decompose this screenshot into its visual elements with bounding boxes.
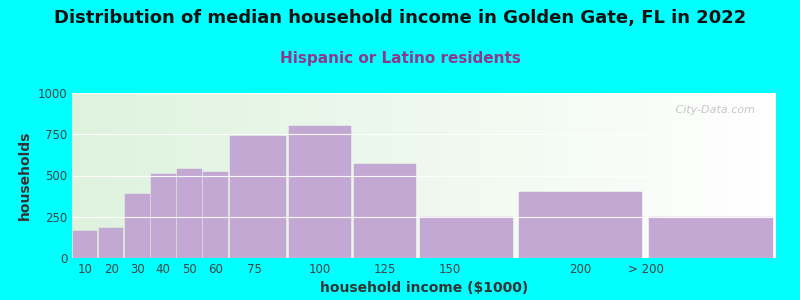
Text: Distribution of median household income in Golden Gate, FL in 2022: Distribution of median household income … (54, 9, 746, 27)
Bar (518, 192, 642, 258)
Bar (420, 217, 513, 258)
Bar (73, 231, 98, 258)
Bar (203, 172, 228, 258)
Text: City-Data.com: City-Data.com (665, 104, 755, 115)
Bar (151, 174, 176, 258)
X-axis label: household income ($1000): household income ($1000) (320, 281, 528, 296)
Text: Hispanic or Latino residents: Hispanic or Latino residents (279, 51, 521, 66)
Bar (125, 194, 150, 258)
Bar (354, 164, 416, 258)
Bar (177, 169, 202, 258)
Y-axis label: households: households (18, 131, 32, 220)
Bar (98, 228, 123, 258)
Bar (289, 126, 350, 258)
Bar (649, 217, 773, 258)
Bar (230, 136, 286, 258)
